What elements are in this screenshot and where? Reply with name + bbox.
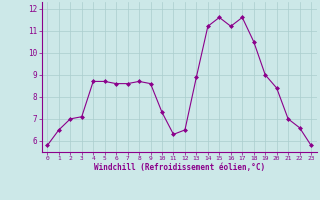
X-axis label: Windchill (Refroidissement éolien,°C): Windchill (Refroidissement éolien,°C) bbox=[94, 163, 265, 172]
